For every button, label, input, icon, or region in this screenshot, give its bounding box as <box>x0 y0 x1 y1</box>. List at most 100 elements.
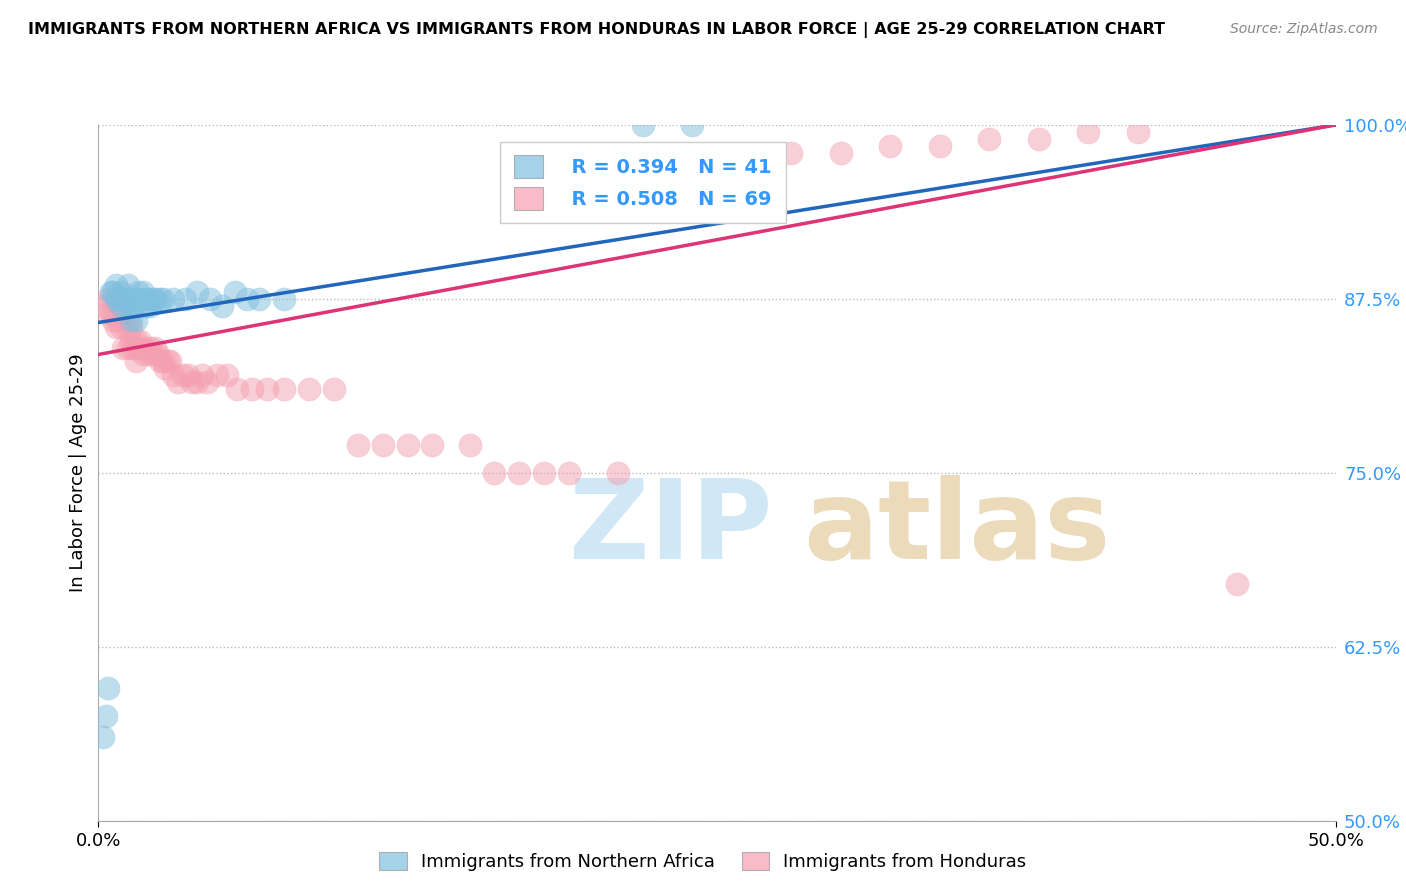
Point <box>422 438 444 452</box>
Point <box>110 285 132 299</box>
Point <box>211 299 233 313</box>
Point <box>224 285 246 299</box>
Point <box>205 368 228 383</box>
Point <box>129 292 152 306</box>
Point <box>273 382 295 396</box>
Point <box>533 466 555 480</box>
Point <box>152 292 174 306</box>
Point <box>149 292 172 306</box>
Y-axis label: In Labor Force | Age 25-29: In Labor Force | Age 25-29 <box>69 353 87 592</box>
Point <box>100 285 122 299</box>
Point <box>142 292 165 306</box>
Point <box>112 341 135 355</box>
Point <box>124 334 146 348</box>
Point <box>731 160 754 174</box>
Point <box>928 138 950 153</box>
Point <box>631 118 654 132</box>
Point <box>93 299 115 313</box>
Point <box>134 299 156 313</box>
Point <box>186 376 208 390</box>
Point <box>322 382 344 396</box>
Point <box>1226 577 1249 591</box>
Legend: Immigrants from Northern Africa, Immigrants from Honduras: Immigrants from Northern Africa, Immigra… <box>373 845 1033 879</box>
Point <box>136 292 159 306</box>
Point <box>120 334 142 348</box>
Point <box>122 341 145 355</box>
Point <box>110 299 132 313</box>
Point <box>176 368 198 383</box>
Point <box>107 292 129 306</box>
Point <box>166 376 188 390</box>
Point <box>273 292 295 306</box>
Point <box>152 354 174 368</box>
Point <box>181 376 204 390</box>
Point <box>217 368 239 383</box>
Legend:   R = 0.394   N = 41,   R = 0.508   N = 69: R = 0.394 N = 41, R = 0.508 N = 69 <box>501 142 786 223</box>
Point <box>107 292 129 306</box>
Point <box>104 292 127 306</box>
Point <box>607 466 630 480</box>
Point <box>484 466 506 480</box>
Point <box>458 438 481 452</box>
Point <box>557 466 579 480</box>
Point <box>107 312 129 326</box>
Point <box>146 347 169 361</box>
Point <box>162 368 184 383</box>
Point <box>143 341 166 355</box>
Point <box>142 347 165 361</box>
Point <box>979 132 1001 146</box>
Point <box>240 382 263 396</box>
Text: Source: ZipAtlas.com: Source: ZipAtlas.com <box>1230 22 1378 37</box>
Point <box>132 347 155 361</box>
Point <box>256 382 278 396</box>
Point <box>172 368 194 383</box>
Point <box>97 292 120 306</box>
Point <box>508 466 530 480</box>
Point <box>681 118 703 132</box>
Point <box>156 354 179 368</box>
Point <box>134 341 156 355</box>
Point <box>132 285 155 299</box>
Point <box>195 376 218 390</box>
Point <box>103 312 125 326</box>
Point <box>236 292 259 306</box>
Point <box>149 354 172 368</box>
Point <box>94 306 117 320</box>
Point <box>139 299 162 313</box>
Point <box>247 292 270 306</box>
Point <box>226 382 249 396</box>
Point <box>120 292 142 306</box>
Point <box>879 138 901 153</box>
Point <box>347 438 370 452</box>
Point <box>120 312 142 326</box>
Point <box>97 681 120 696</box>
Point <box>780 145 803 160</box>
Point <box>117 341 139 355</box>
Point <box>159 354 181 368</box>
Point <box>124 354 146 368</box>
Point <box>191 368 214 383</box>
Point <box>104 277 127 292</box>
Point <box>1077 125 1099 139</box>
Point <box>143 292 166 306</box>
Point <box>139 341 162 355</box>
Point <box>127 285 149 299</box>
Point <box>110 299 132 313</box>
Point <box>132 292 155 306</box>
Point <box>174 292 197 306</box>
Point <box>103 285 125 299</box>
Text: IMMIGRANTS FROM NORTHERN AFRICA VS IMMIGRANTS FROM HONDURAS IN LABOR FORCE | AGE: IMMIGRANTS FROM NORTHERN AFRICA VS IMMIG… <box>28 22 1166 38</box>
Point <box>186 285 208 299</box>
Point <box>136 347 159 361</box>
Point <box>162 292 184 306</box>
Point <box>396 438 419 452</box>
Point <box>110 319 132 334</box>
Point <box>120 319 142 334</box>
Point <box>127 341 149 355</box>
Point <box>129 334 152 348</box>
Point <box>371 438 394 452</box>
Point <box>124 312 146 326</box>
Point <box>122 299 145 313</box>
Point <box>830 145 852 160</box>
Point <box>117 277 139 292</box>
